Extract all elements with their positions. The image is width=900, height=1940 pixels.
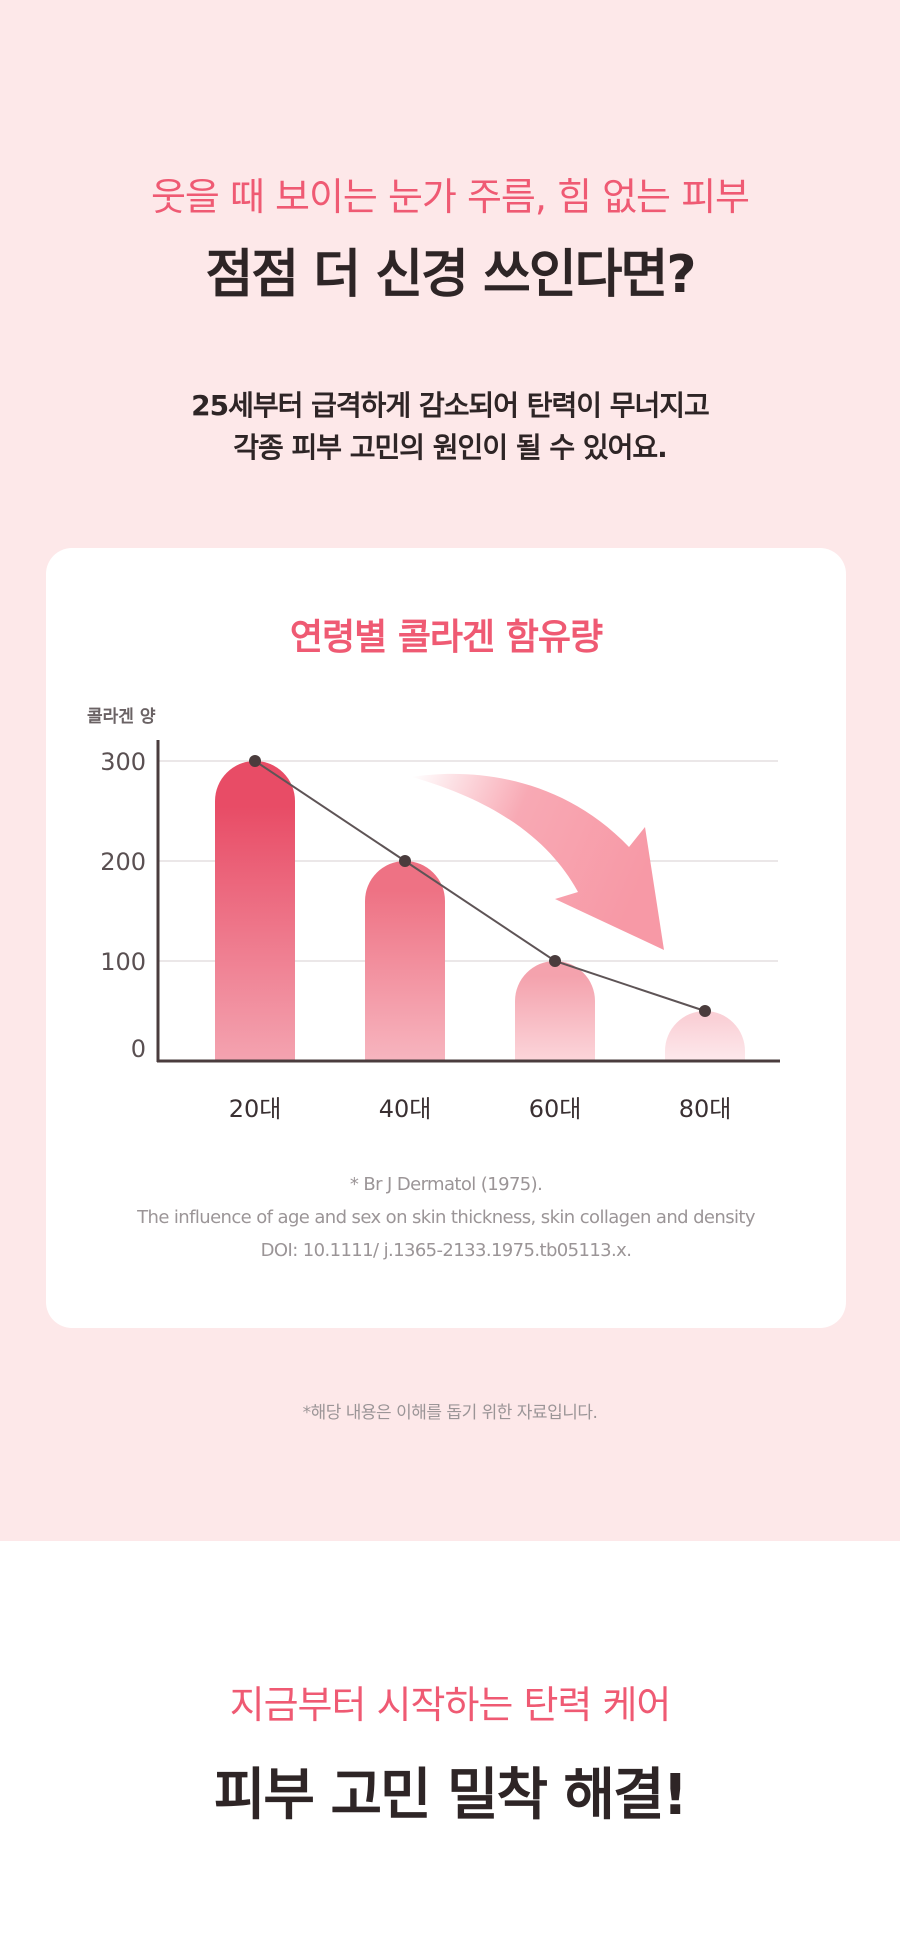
x-tick-label: 80대 [679, 1095, 732, 1123]
y-tick-label: 0 [131, 1035, 146, 1063]
bar-80대 [665, 1011, 745, 1061]
data-point [249, 755, 261, 767]
header-subtitle: 웃을 때 보이는 눈가 주름, 힘 없는 피부 [150, 175, 750, 219]
y-tick-label: 300 [100, 748, 146, 776]
footer-subtitle: 지금부터 시작하는 탄력 케어 [229, 1683, 672, 1727]
x-tick-label: 60대 [529, 1095, 582, 1123]
reference-line: The influence of age and sex on skin thi… [137, 1207, 755, 1228]
x-tick-label: 20대 [229, 1095, 282, 1123]
references: * Br J Dermatol (1975). The influence of… [46, 1168, 846, 1267]
trend-line [254, 760, 706, 1012]
y-axis-label: 콜라겐 양 [87, 707, 156, 727]
trend-arrow [412, 773, 664, 950]
bar-20대 [215, 761, 295, 1061]
data-point [699, 1005, 711, 1017]
description-line: 25세부터 급격하게 감소되어 탄력이 무너지고 [191, 389, 710, 422]
disclaimer: *해당 내용은 이해를 돕기 위한 자료입니다. [302, 1403, 598, 1423]
header-title: 점점 더 신경 쓰인다면? [205, 245, 696, 305]
data-point [399, 855, 411, 867]
y-tick-label: 200 [100, 848, 146, 876]
bar-60대 [515, 961, 595, 1061]
reference-line: * Br J Dermatol (1975). [349, 1174, 543, 1195]
bar-40대 [365, 861, 445, 1061]
collagen-chart: 콜라겐 양 0 100 200 300 20대 40대 60대 80대 [87, 707, 780, 1123]
reference-line: DOI: 10.1111/ j.1365-2133.1975.tb05113.x… [260, 1240, 632, 1261]
header-description: 25세부터 급격하게 감소되어 탄력이 무너지고 각종 피부 고민의 원인이 될… [0, 385, 900, 469]
data-point [549, 955, 561, 967]
x-tick-label: 40대 [379, 1095, 432, 1123]
chart-card: 연령별 콜라겐 함유량 * Br J Dermatol (1975). The … [46, 548, 846, 1328]
footer-title: 피부 고민 밀착 해결! [213, 1763, 688, 1828]
chart-title: 연령별 콜라겐 함유량 [289, 617, 603, 658]
y-tick-label: 100 [100, 948, 146, 976]
description-line: 각종 피부 고민의 원인이 될 수 있어요. [233, 431, 668, 464]
